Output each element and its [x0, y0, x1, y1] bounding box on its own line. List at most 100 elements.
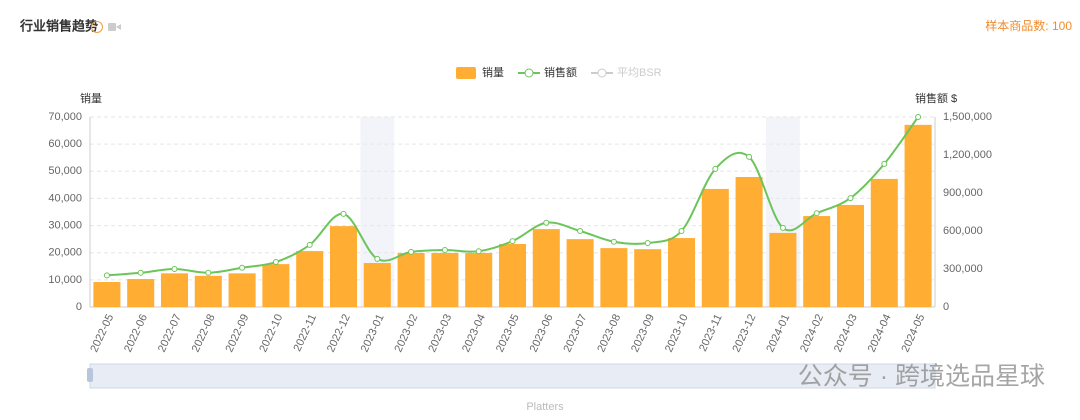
bar	[194, 275, 222, 307]
line-point	[441, 247, 448, 253]
y2-axis-title: 销售额 $	[915, 91, 957, 105]
bar	[465, 252, 493, 307]
line-point	[272, 259, 279, 266]
line-point	[847, 195, 854, 202]
video-icon-tip	[116, 24, 121, 30]
x-tick-label: 2023-05	[494, 312, 522, 354]
legend-item[interactable]: 平均BSR	[591, 66, 662, 79]
line-point	[915, 114, 922, 120]
x-tick-label: 2022-05	[88, 312, 116, 354]
legend-label: 销量	[482, 65, 504, 79]
bar	[228, 273, 256, 307]
x-tick-label: 2024-05	[900, 312, 928, 354]
bar	[667, 238, 696, 307]
line-point	[239, 264, 246, 271]
y-tick-label: 10,000	[48, 274, 82, 286]
y-tick-label: 0	[76, 301, 82, 313]
line-point	[509, 238, 516, 245]
bar	[701, 188, 729, 307]
watermark: 公众号 · 跨境选品星球	[798, 363, 1045, 391]
y-axis-title: 销量	[80, 91, 102, 105]
line-point	[103, 272, 110, 279]
bar	[329, 226, 358, 307]
x-tick-label: 2024-03	[832, 312, 860, 354]
bar	[262, 264, 290, 307]
line-point	[577, 228, 584, 234]
bar	[431, 252, 459, 307]
bar	[296, 251, 324, 307]
bar	[397, 252, 425, 307]
x-tick-label: 2023-09	[629, 312, 657, 354]
x-tick-label: 2023-10	[663, 312, 691, 354]
bar	[735, 176, 763, 307]
y-tick-label: 60,000	[48, 138, 82, 150]
zoom-handle[interactable]	[87, 368, 93, 382]
x-tick-label: 2023-08	[595, 312, 623, 354]
line-point	[644, 240, 651, 247]
x-tick-label: 2023-11	[697, 312, 725, 353]
x-tick-label: 2023-01	[359, 312, 387, 354]
help-icon[interactable]	[91, 21, 103, 33]
bar	[870, 178, 898, 307]
legend-item[interactable]: 销量	[456, 65, 504, 79]
line-point	[408, 248, 415, 255]
line-point	[746, 153, 753, 160]
bar	[532, 229, 560, 307]
bar	[634, 249, 662, 307]
bar	[600, 248, 628, 307]
bar	[769, 232, 797, 307]
sample-count: 样本商品数: 100	[985, 18, 1072, 33]
bar	[127, 279, 155, 307]
line-point	[678, 228, 685, 234]
line-point	[712, 165, 719, 172]
line-point	[881, 160, 888, 167]
bar	[566, 239, 594, 307]
line-point	[610, 238, 617, 245]
x-tick-label: 2022-09	[224, 312, 252, 354]
legend-item[interactable]: 销售额	[518, 65, 577, 79]
page-title: 行业销售趋势	[19, 18, 98, 33]
y-tick-label: 70,000	[48, 111, 82, 123]
line-point	[813, 210, 820, 217]
line-point	[779, 224, 786, 231]
line-point	[205, 269, 212, 276]
y-tick-label: 50,000	[48, 165, 82, 177]
y2-tick-label: 300,000	[943, 263, 983, 275]
y2-tick-label: 900,000	[943, 187, 983, 199]
line-point	[374, 255, 381, 262]
zoom-label: Platters	[526, 401, 564, 413]
legend-swatch-dot	[597, 68, 607, 78]
line-point	[171, 266, 178, 272]
y-tick-label: 30,000	[48, 219, 82, 231]
legend-label: 平均BSR	[617, 66, 662, 79]
y-tick-label: 40,000	[48, 192, 82, 204]
video-icon[interactable]	[108, 23, 116, 31]
x-tick-label: 2024-01	[764, 312, 792, 354]
x-tick-label: 2022-07	[156, 312, 184, 354]
bar	[498, 244, 527, 307]
x-tick-label: 2023-03	[426, 312, 454, 354]
x-tick-label: 2024-04	[866, 312, 894, 354]
x-tick-label: 2022-08	[190, 312, 218, 354]
y2-tick-label: 0	[943, 301, 949, 313]
x-tick-label: 2023-06	[528, 312, 556, 354]
line-point	[475, 248, 482, 255]
y2-tick-label: 600,000	[943, 225, 983, 237]
legend-swatch-dot	[524, 68, 534, 78]
line-point	[137, 269, 144, 276]
x-tick-label: 2023-12	[731, 312, 759, 354]
x-tick-label: 2023-07	[562, 312, 590, 354]
bar	[836, 204, 865, 307]
x-tick-label: 2022-10	[257, 312, 285, 354]
x-tick-label: 2022-12	[325, 312, 353, 354]
legend-label: 销售额	[544, 65, 577, 79]
line-point	[306, 241, 313, 248]
bar	[803, 216, 831, 307]
x-tick-label: 2023-04	[460, 312, 488, 354]
bar	[904, 124, 932, 307]
y2-tick-label: 1,200,000	[943, 149, 992, 161]
zoom-slider[interactable]	[89, 363, 936, 389]
bar	[160, 273, 189, 307]
bar	[93, 282, 121, 307]
